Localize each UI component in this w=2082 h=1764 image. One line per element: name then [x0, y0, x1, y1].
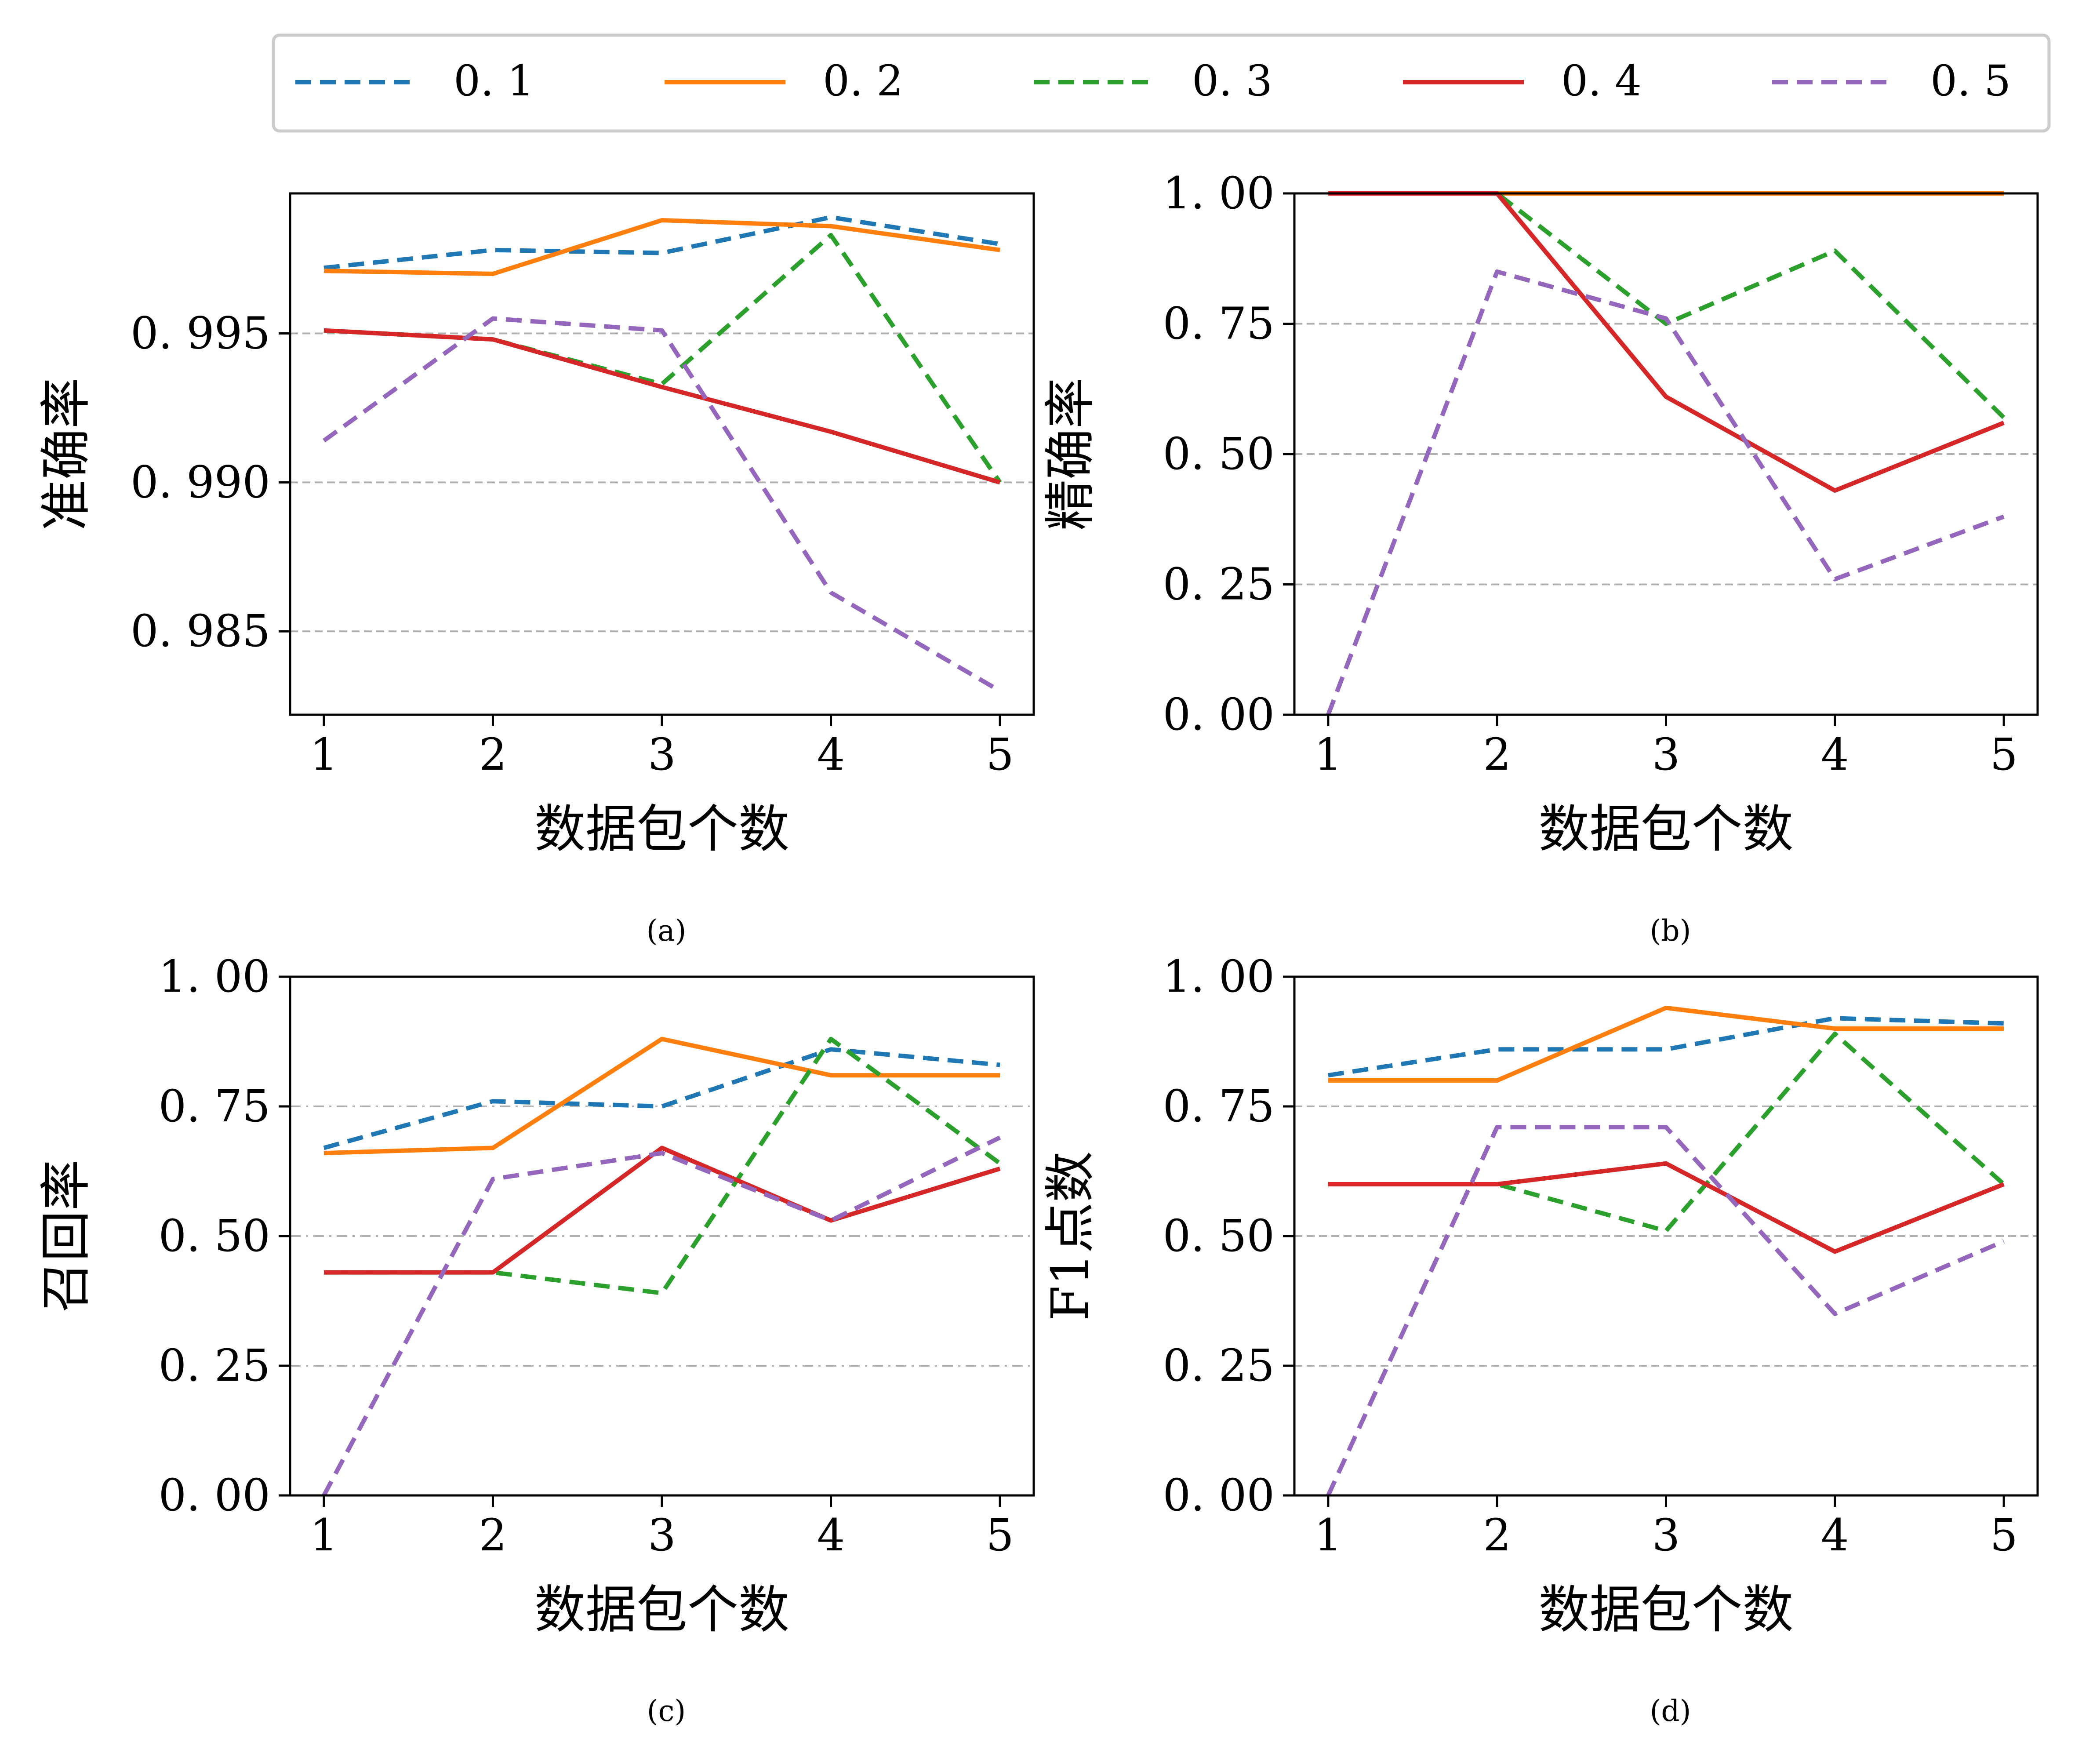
series-line	[322, 1135, 1001, 1497]
y-tick-label: 0. 25	[1163, 1340, 1275, 1391]
y-tick-label: 0. 25	[159, 1340, 270, 1391]
y-tick-label: 0. 50	[1163, 428, 1275, 480]
y-tick-label: 0. 00	[159, 1469, 270, 1521]
legend-label: 0. 1	[454, 56, 534, 105]
legend-label: 0. 2	[823, 56, 903, 105]
y-tick-label: 0. 990	[131, 456, 270, 508]
series-line	[1326, 1125, 2005, 1497]
x-tick-label: 4	[817, 1509, 845, 1561]
y-tick-label: 0. 75	[1163, 298, 1275, 349]
x-tick-label: 3	[648, 1509, 676, 1561]
legend-label: 0. 5	[1930, 56, 2011, 105]
x-tick-label: 1	[1314, 729, 1342, 780]
chart-panel: 1 2 3 4 5 0. 985 0. 990 0. 995 数据包个数 准确率 (a)	[36, 192, 1035, 948]
chart-panel: 1 2 3 4 5 0. 00 0. 25 0. 50 0. 75 1. 00 数据包个数 精确率 (b…	[1041, 167, 2039, 948]
legend-entry: 0. 3	[1034, 56, 1272, 105]
x-tick-label: 3	[1652, 729, 1680, 780]
x-tick-label: 3	[648, 729, 676, 780]
legend-entry: 0. 5	[1772, 56, 2011, 105]
series-group	[1326, 1005, 2006, 1497]
y-axis-label: 召回率	[36, 1160, 96, 1313]
x-tick-label: 1	[1314, 1509, 1342, 1561]
x-tick-label: 4	[1821, 729, 1849, 780]
legend-entry: 0. 1	[295, 56, 534, 105]
x-tick-label: 4	[1821, 1509, 1849, 1561]
y-tick-label: 0. 00	[1163, 1469, 1275, 1521]
subfigure-caption: (a)	[647, 914, 687, 948]
x-axis-label: 数据包个数	[534, 800, 789, 859]
x-tick-label: 2	[1483, 1509, 1511, 1561]
legend-entry: 0. 2	[665, 56, 903, 105]
legend-label: 0. 3	[1192, 56, 1272, 105]
x-tick-label: 1	[310, 729, 338, 780]
series-group	[322, 1037, 1002, 1497]
y-axis-label: 精确率	[1041, 378, 1100, 531]
y-tick-label: 1. 00	[1163, 167, 1275, 219]
x-tick-label: 4	[817, 729, 845, 780]
y-axis-label: 准确率	[36, 378, 96, 531]
series-line	[1326, 269, 2005, 716]
y-tick-label: 0. 75	[1163, 1080, 1275, 1132]
x-tick-label: 2	[479, 1509, 507, 1561]
subfigure-caption: (c)	[647, 1694, 686, 1728]
series-line	[1328, 1016, 2004, 1078]
y-tick-label: 0. 985	[131, 605, 270, 657]
y-tick-label: 0. 995	[131, 308, 270, 359]
legend: 0. 1 0. 2 0. 3 0. 4 0. 5	[272, 33, 2051, 133]
x-axis-label: 数据包个数	[534, 1580, 789, 1640]
subfigure-caption: (b)	[1650, 914, 1691, 948]
subfigure-caption: (d)	[1650, 1694, 1691, 1728]
x-tick-label: 5	[986, 1509, 1014, 1561]
y-tick-label: 0. 50	[1163, 1210, 1275, 1262]
series-line	[323, 1146, 1001, 1275]
series-line	[322, 316, 1001, 693]
series-line	[1328, 1161, 2005, 1254]
y-tick-label: 0. 25	[1163, 559, 1275, 610]
series-line	[323, 215, 1000, 270]
x-tick-label: 3	[1652, 1509, 1680, 1561]
x-tick-label: 1	[310, 1509, 338, 1561]
x-tick-label: 5	[1990, 1509, 2018, 1561]
series-group	[322, 215, 1002, 693]
y-tick-label: 1. 00	[1163, 951, 1275, 1002]
series-line	[323, 328, 1001, 485]
x-axis-label: 数据包个数	[1539, 800, 1794, 859]
series-line	[323, 1047, 1000, 1150]
chart-panel: 1 2 3 4 5 0. 00 0. 25 0. 50 0. 75 1. 00 数据包个数 召回率 (c…	[36, 951, 1035, 1728]
x-tick-label: 5	[1990, 729, 2018, 780]
legend-frame	[272, 33, 2051, 133]
y-axis-label: F1点数	[1041, 1151, 1100, 1321]
y-tick-label: 0. 50	[159, 1210, 270, 1262]
x-axis-label: 数据包个数	[1539, 1580, 1794, 1640]
x-tick-label: 2	[479, 729, 507, 780]
x-tick-label: 2	[1483, 729, 1511, 780]
y-tick-label: 0. 75	[159, 1080, 270, 1132]
chart-panel: 1 2 3 4 5 0. 00 0. 25 0. 50 0. 75 1. 00 数据包个数 F1点数 (…	[1041, 951, 2039, 1728]
series-line	[1328, 1005, 2004, 1083]
legend-entry: 0. 4	[1403, 56, 1642, 105]
y-tick-label: 0. 00	[1163, 689, 1275, 740]
series-line	[323, 218, 1000, 276]
y-tick-label: 1. 00	[159, 951, 270, 1002]
legend-label: 0. 4	[1561, 56, 1642, 105]
x-tick-label: 5	[986, 729, 1014, 780]
series-line	[323, 1037, 1000, 1156]
